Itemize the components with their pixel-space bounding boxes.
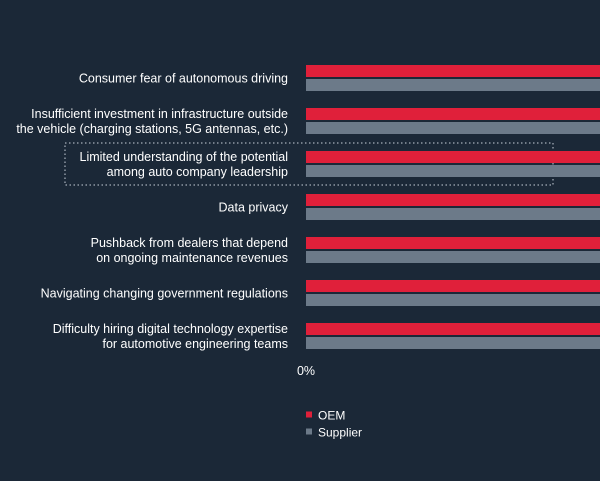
bar-supplier <box>306 79 600 91</box>
bar-oem <box>306 194 600 206</box>
category-label: the vehicle (charging stations, 5G anten… <box>16 122 288 136</box>
bar-oem <box>306 108 600 120</box>
highlight-box <box>64 142 554 186</box>
bar-supplier <box>306 122 600 134</box>
bar-supplier <box>306 251 600 263</box>
category-label: for automotive engineering teams <box>102 337 288 351</box>
bar-oem <box>306 237 600 249</box>
category-label: among auto company leadership <box>107 165 288 179</box>
legend-label-oem: OEM <box>318 409 345 423</box>
category-label: on ongoing maintenance revenues <box>96 251 288 265</box>
category-label: Limited understanding of the potential <box>80 150 288 164</box>
bar-supplier <box>306 208 600 220</box>
bar-oem <box>306 65 600 77</box>
category-labels: Consumer fear of autonomous driving Insuf… <box>16 72 288 352</box>
category-label: Pushback from dealers that depend <box>91 236 288 250</box>
x-axis: 0%10%20%30%40%50%60% <box>297 364 315 378</box>
category-label: Consumer fear of autonomous driving <box>79 72 288 86</box>
highlight-layer <box>64 142 554 186</box>
legend: OEM Supplier <box>306 409 362 440</box>
x-tick-label: 0% <box>297 364 315 378</box>
category-label: Difficulty hiring digital technology exp… <box>53 322 288 336</box>
bar-supplier <box>306 165 600 177</box>
category-label: Data privacy <box>219 201 289 215</box>
legend-swatch-supplier <box>306 428 312 435</box>
bar-oem <box>306 151 600 163</box>
bars <box>306 65 600 349</box>
bar-supplier <box>306 294 600 306</box>
legend-swatch-oem <box>306 411 312 418</box>
bar-oem <box>306 323 600 335</box>
category-label: Navigating changing government regulatio… <box>41 287 288 301</box>
legend-label-supplier: Supplier <box>318 426 362 440</box>
bar-oem <box>306 280 600 292</box>
category-label: Insufficient investment in infrastructur… <box>31 107 288 121</box>
bar-supplier <box>306 337 600 349</box>
